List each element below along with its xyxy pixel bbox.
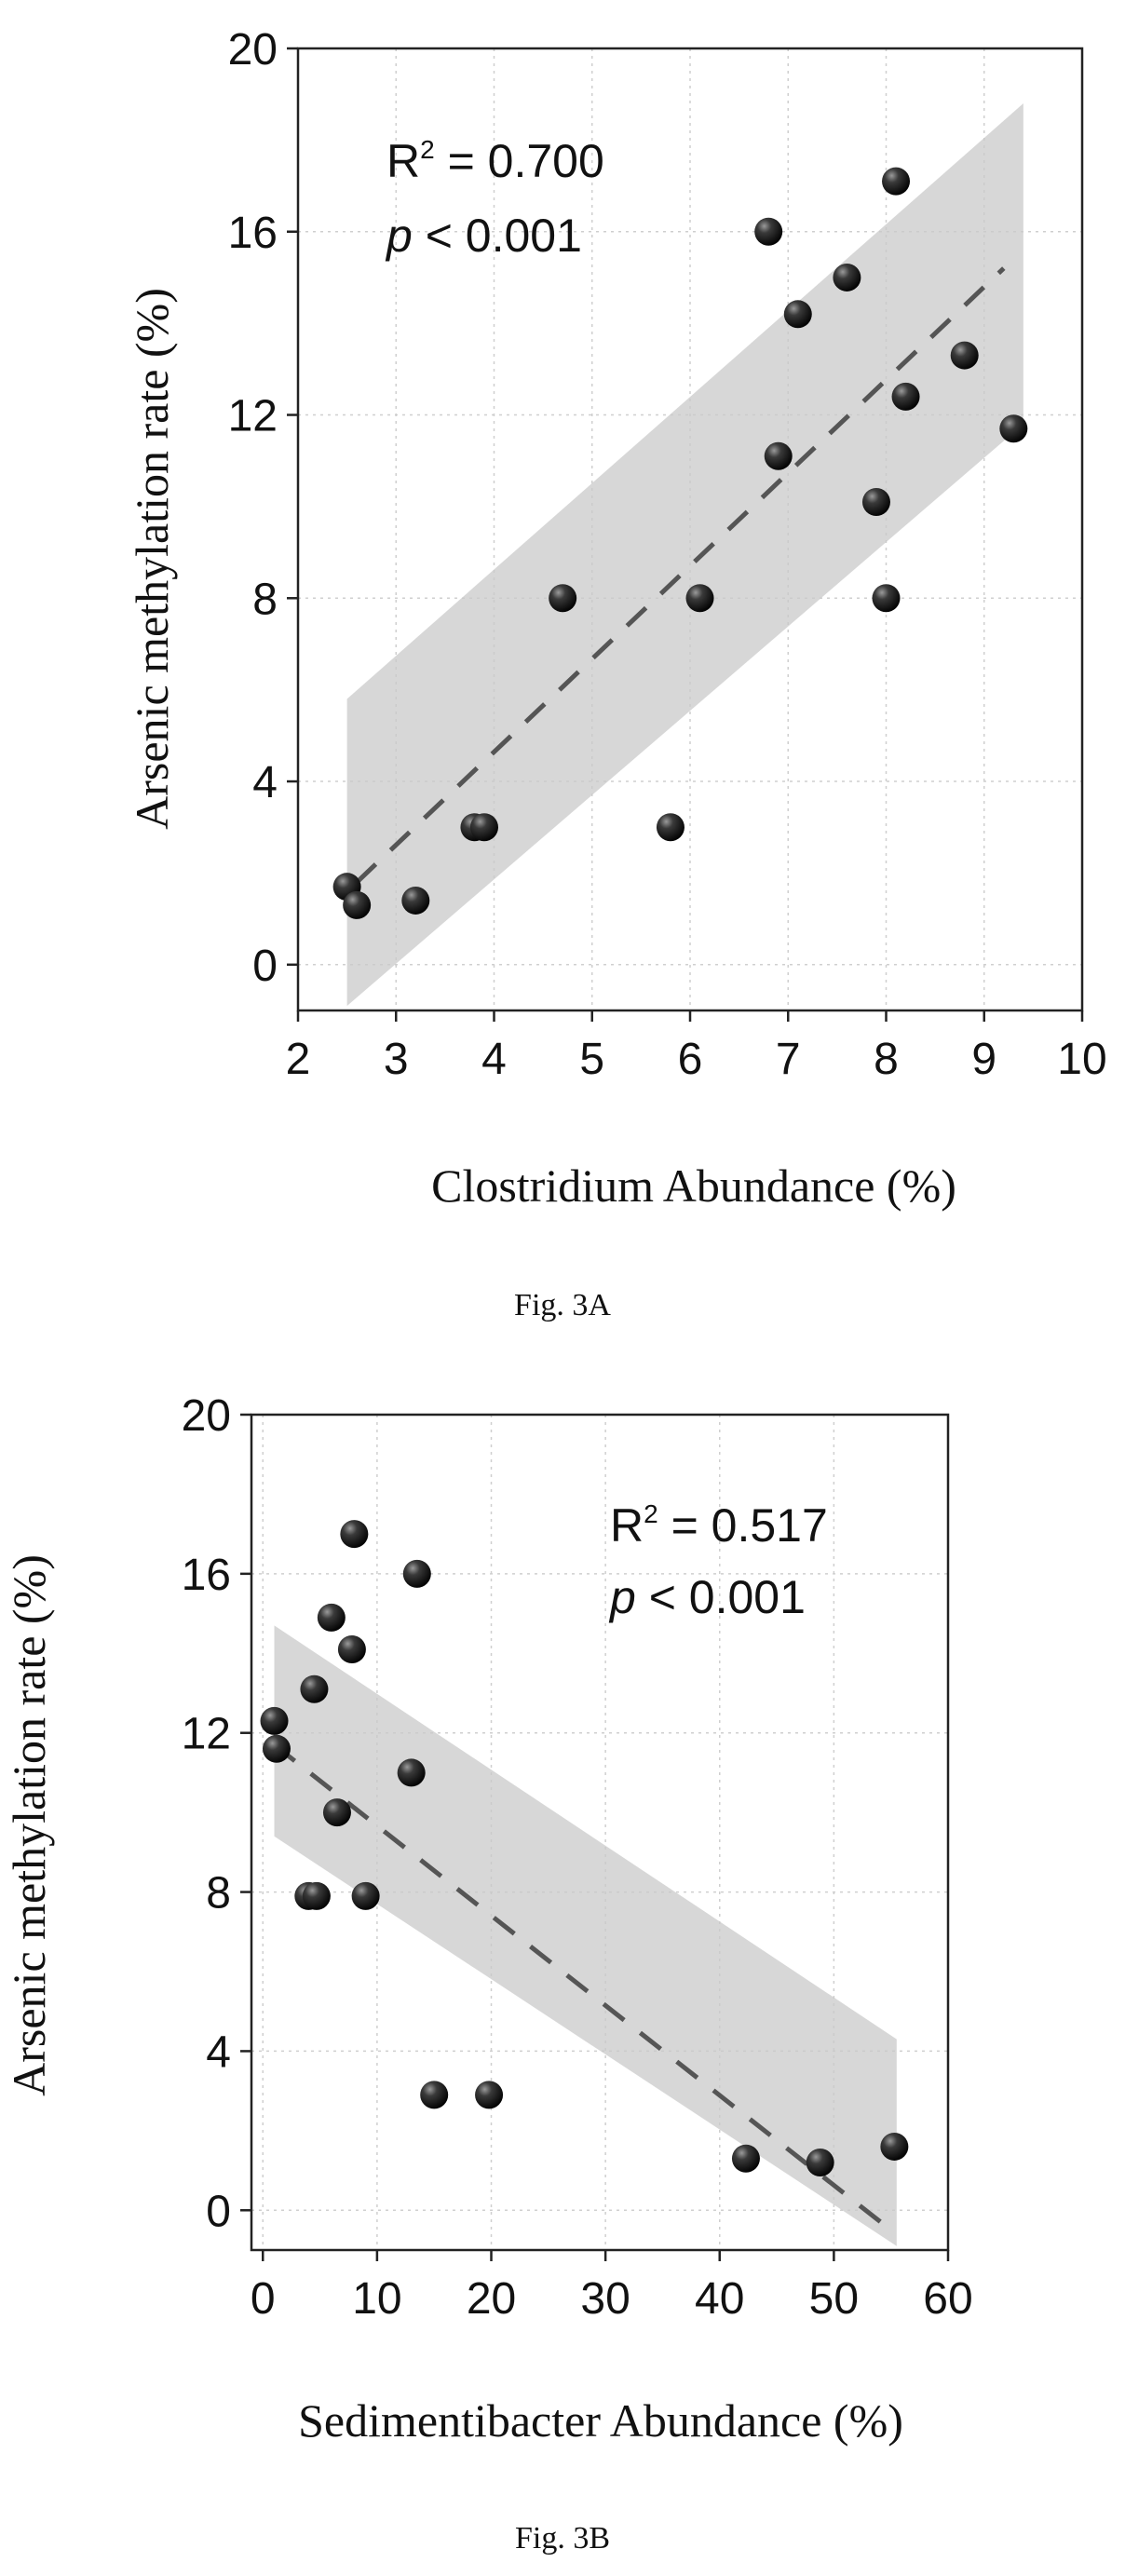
chart-b-y-tick-label: 8 [206,1869,231,1918]
chart-b-y-tick-label: 16 [182,1551,231,1600]
chart-a-annotation-r2: R2 = 0.700 [386,135,604,187]
chart-b-data-point [397,1758,426,1787]
chart-b-annotation-p: p < 0.001 [608,1571,806,1623]
chart-b-data-point [322,1798,351,1827]
chart-a-x-tick-label: 4 [481,1035,507,1084]
chart-b-data-point [806,2149,834,2177]
chart-a-y-tick-label: 12 [228,392,278,441]
chart-a-x-tick-label: 5 [579,1035,604,1084]
chart-b-data-point [420,2081,449,2109]
chart-a-y-tick-label: 20 [228,25,278,75]
chart-a-x-tick-label: 8 [874,1035,899,1084]
chart-b-data-point [300,1674,329,1703]
chart-a-data-point [950,341,979,370]
chart-a-data-point [754,217,783,246]
chart-a-data-point [469,813,498,842]
chart-a-annotation-p: p < 0.001 [385,210,582,262]
chart-b-x-tick-label: 40 [695,2274,744,2324]
chart-a-data-point [656,813,684,842]
chart-a-y-tick-label: 8 [252,575,278,624]
chart-b-y-tick-label: 12 [182,1710,231,1759]
chart-b-x-tick-label: 50 [809,2274,859,2324]
chart-panel-b: 0 10 20 30 40 50 60 0 4 8 12 16 20 R2 = 0.517 p < 0.… [3,1391,973,2556]
chart-a-caption: Fig. 3A [514,1288,611,1322]
chart-a-data-point [872,584,901,613]
chart-a-x-tick-label: 10 [1057,1035,1106,1084]
chart-b-data-point [337,1635,366,1664]
chart-a-data-point [343,890,372,919]
chart-a-y-tick-label: 0 [252,942,278,991]
chart-a-x-tick-label: 3 [384,1035,409,1084]
chart-b-data-point [880,2132,909,2161]
chart-a-data-point [833,263,861,291]
chart-b-data-point [260,1706,289,1735]
chart-b-y-tick-label: 20 [182,1391,231,1441]
chart-a-data-point [999,414,1028,443]
chart-a-data-point [783,300,812,329]
chart-a-data-point [685,584,714,613]
chart-b-y-tick-label: 0 [206,2187,231,2236]
chart-a-y-tick-label: 16 [228,209,278,258]
chart-a-data-point [401,886,430,915]
chart-b-data-point [262,1734,291,1763]
chart-b-caption: Fig. 3B [515,2521,610,2556]
chart-b-y-axis-label: Arsenic methylation rate (%) [3,1554,55,2096]
chart-b-data-point [317,1603,346,1632]
chart-b-x-tick-label: 30 [580,2274,630,2324]
chart-a-y-axis-label: Arsenic methylation rate (%) [126,288,178,830]
chart-a-confidence-band [346,103,1023,1007]
chart-a-data-point [861,487,890,516]
chart-a-annotation-r2-sup: 2 [420,135,435,164]
chart-a-x-tick-label: 2 [286,1035,311,1084]
chart-a-data-point [764,441,793,470]
chart-b-plot-frame [250,1413,950,2252]
chart-a-fit-line [355,266,1006,885]
chart-b-data-point [340,1520,369,1549]
chart-b-fit-line [272,1742,893,2232]
chart-a-data-point [549,584,577,613]
chart-b-x-tick-label: 60 [923,2274,972,2324]
chart-b-y-tick-label: 4 [206,2027,231,2077]
chart-b-data-point [731,2144,760,2173]
chart-b-data-point [475,2081,504,2109]
chart-a-data-point [891,382,920,411]
chart-a-data-point [882,167,911,196]
chart-b-x-axis-label: Sedimentibacter Abundance (%) [298,2394,903,2447]
chart-a-y-tick-label: 4 [252,758,278,807]
chart-b-x-tick-label: 10 [352,2274,401,2324]
chart-a-x-tick-label: 9 [971,1035,996,1084]
chart-b-annotation-r2-sup: 2 [644,1499,658,1528]
chart-b-annotation-r2: R2 = 0.517 [610,1499,828,1552]
chart-b-data-point [351,1881,380,1910]
chart-panel-a: 2 3 4 5 6 7 8 9 10 0 4 8 12 16 20 R2 = 0.700 p < 0.001… [126,25,1107,1322]
chart-b-x-tick-label: 20 [467,2274,516,2324]
chart-b-data-point [302,1881,331,1910]
chart-b-data-point [402,1559,431,1588]
chart-a-x-axis-label: Clostridium Abundance (%) [431,1159,956,1212]
chart-b-x-tick-label: 0 [251,2274,276,2324]
chart-a-x-tick-label: 6 [678,1035,703,1084]
chart-b-confidence-band [274,1625,897,2246]
chart-a-x-tick-label: 7 [776,1035,801,1084]
